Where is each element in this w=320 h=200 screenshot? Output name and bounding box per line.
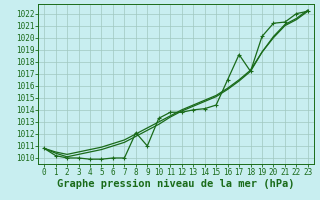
X-axis label: Graphe pression niveau de la mer (hPa): Graphe pression niveau de la mer (hPa) xyxy=(57,179,295,189)
